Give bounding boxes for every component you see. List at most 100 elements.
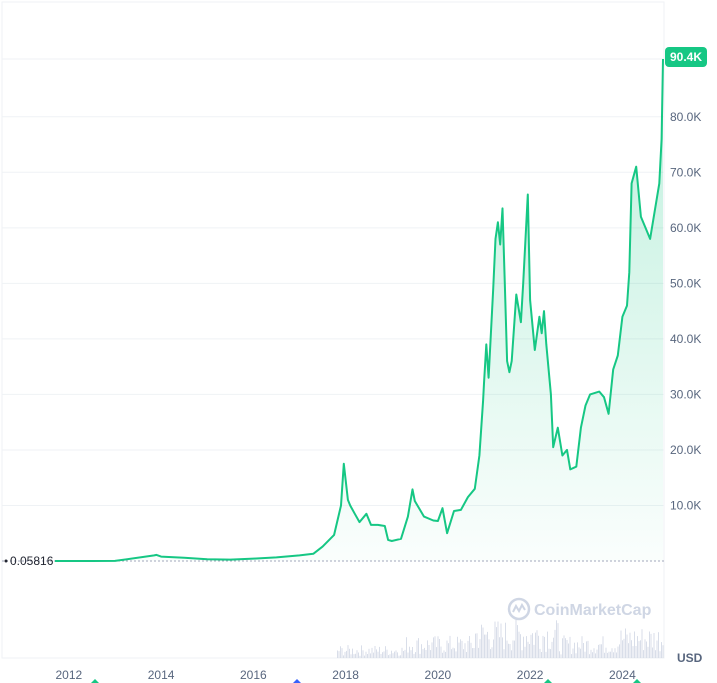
volume-bar (578, 647, 580, 658)
volume-bar (544, 636, 545, 658)
volume-bar (431, 642, 433, 658)
price-area (55, 59, 663, 561)
volume-bar (410, 650, 412, 658)
volume-bar (541, 652, 542, 658)
volume-bar (499, 637, 500, 658)
volume-bar (658, 632, 659, 658)
volume-bar (494, 621, 496, 658)
y-tick-label: 50.0K (670, 276, 701, 290)
volume-bar (589, 654, 590, 658)
volume-bar (635, 646, 637, 658)
volume-bar (364, 655, 365, 658)
x-tick-label: 2024 (609, 668, 636, 682)
volume-bar (337, 650, 338, 658)
volume-bar (425, 650, 427, 658)
volume-bar (641, 629, 643, 658)
base-value-label: 0.05816 (10, 554, 54, 568)
volume-bar (413, 653, 415, 658)
y-tick-label: 80.0K (670, 110, 701, 124)
volume-bar (397, 652, 398, 658)
event-marker-icon[interactable] (544, 679, 552, 683)
volume-bar (611, 648, 613, 658)
volume-bar (496, 627, 497, 658)
event-marker-icon[interactable] (633, 679, 641, 683)
volume-bar (361, 645, 362, 658)
volume-bar (454, 648, 455, 658)
price-line[interactable] (55, 58, 664, 562)
volume-bar (506, 640, 508, 658)
volume-bar (424, 647, 425, 658)
y-tick-label: 20.0K (670, 443, 701, 457)
y-tick-label: 60.0K (670, 221, 701, 235)
volume-bar (655, 650, 656, 658)
volume-bar (341, 648, 343, 658)
volume-bar (476, 633, 478, 658)
volume-bar (460, 639, 461, 658)
volume-bar (560, 654, 562, 658)
volume-bar (569, 636, 571, 658)
volume-bar (599, 644, 601, 658)
volume-bar (349, 648, 350, 658)
volume-bar (535, 632, 536, 658)
volume-bar (416, 640, 418, 658)
volume-bar (497, 621, 499, 658)
event-marker-icon[interactable] (293, 679, 301, 683)
volume-bar (493, 639, 494, 658)
volume-bar (590, 649, 592, 658)
volume-bar (626, 634, 628, 658)
volume-bar (545, 651, 547, 658)
event-marker-icon[interactable] (91, 679, 99, 683)
current-price-badge: 90.4K (665, 47, 707, 67)
volume-bar (556, 620, 557, 658)
volume-bar (389, 654, 391, 658)
volume-bar (631, 640, 632, 658)
volume-bar (587, 640, 589, 658)
volume-bar (644, 639, 646, 658)
volume-bar (568, 643, 569, 658)
volume-bar (542, 635, 544, 658)
volume-bar (619, 644, 620, 658)
volume-bar (601, 644, 602, 658)
volume-bar (470, 642, 472, 658)
volume-bar (596, 649, 598, 658)
volume-bar (436, 647, 437, 658)
y-tick-label: 40.0K (670, 332, 701, 346)
volume-bar (347, 645, 349, 658)
base-value-marker: 0.05816 (4, 554, 54, 568)
volume-bar (607, 652, 608, 658)
volume-bar (394, 651, 395, 658)
volume-bar (575, 653, 577, 658)
volume-bar (359, 655, 361, 658)
volume-bar (400, 655, 401, 658)
volume-bar (536, 630, 538, 658)
volume-bar (356, 650, 358, 658)
volume-bar (467, 640, 469, 658)
volume-bar (572, 648, 574, 658)
volume-bar (539, 648, 541, 658)
volume-bar (355, 653, 356, 658)
volume-bar (559, 651, 560, 658)
volume-bar (628, 643, 629, 658)
volume-bar (632, 646, 634, 658)
y-tick-label: 30.0K (670, 387, 701, 401)
volume-bar (407, 652, 409, 658)
volume-bar (379, 646, 380, 658)
volume-bar (362, 650, 364, 658)
volume-bar (484, 634, 485, 658)
volume-bar (445, 651, 446, 658)
volume-bar (430, 650, 431, 658)
volume-bar (625, 628, 626, 658)
volume-bar (518, 631, 520, 658)
volume-bar (523, 636, 524, 658)
x-tick-label: 2016 (240, 668, 267, 682)
volume-bar (452, 647, 454, 658)
volume-bar (584, 651, 586, 658)
volume-bar (616, 652, 617, 658)
volume-bar (481, 624, 482, 658)
watermark-text: CoinMarketCap (534, 602, 652, 619)
y-tick-label: 10.0K (670, 498, 701, 512)
volume-bar (659, 651, 661, 658)
volume-bar (548, 648, 550, 658)
volume-bar (532, 633, 533, 658)
